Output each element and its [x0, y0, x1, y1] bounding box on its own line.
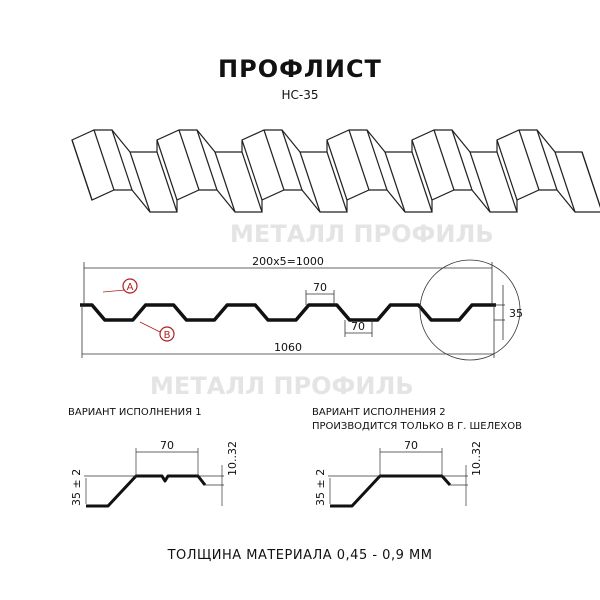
pitch-dim: 200x5=1000: [252, 255, 324, 268]
bottom-dim: 70: [351, 320, 365, 333]
sheet-fold-line: [156, 139, 178, 201]
sheet-fold-line: [178, 129, 200, 191]
v1-height-dim: 35 ± 2: [70, 469, 83, 506]
sheet-fold-line: [241, 139, 263, 201]
sheet-fold-line: [469, 151, 491, 213]
watermark: МЕТАЛЛ ПРОФИЛЬ: [230, 220, 494, 248]
sheet-fold-line: [348, 129, 370, 191]
model-label: НС-35: [281, 88, 319, 102]
sheet-fold-line: [241, 151, 263, 213]
sheet-fold-line: [384, 151, 406, 213]
detail-circle: [419, 259, 521, 361]
v2-width-dim: 70: [404, 439, 418, 452]
page-title: ПРОФЛИСТ: [218, 55, 382, 83]
sheet-fold-line: [554, 151, 576, 213]
marker-b-label: B: [164, 330, 171, 341]
marker-a: [122, 278, 138, 294]
height-dim: 35: [509, 307, 523, 320]
sheet-fold-line: [281, 129, 303, 191]
sheet-fold-line: [299, 151, 321, 213]
sheet-fold-line: [196, 129, 218, 191]
sheet-fold-line: [518, 129, 540, 191]
variant2-profile: [330, 474, 452, 508]
v2-edge-dim: 10..32: [470, 441, 483, 476]
sheet-illustration: [71, 129, 600, 213]
sheet-fold-line: [263, 129, 285, 191]
sheet-fold-line: [496, 139, 518, 201]
marker-a-label: A: [127, 282, 134, 293]
thickness-label: ТОЛЩИНА МАТЕРИАЛА 0,45 - 0,9 ММ: [167, 548, 433, 563]
sheet-fold-line: [111, 129, 133, 191]
variant1-label: ВАРИАНТ ИСПОЛНЕНИЯ 1: [68, 407, 202, 418]
sheet-fold-line: [451, 129, 473, 191]
variant1-profile: [86, 474, 207, 508]
top-dim: 70: [313, 281, 327, 294]
sheet-fold-line: [411, 151, 433, 213]
sheet-fold-line: [214, 151, 236, 213]
sheet-fold-line: [71, 139, 93, 201]
sheet-fold-line: [581, 151, 600, 208]
v1-edge-dim: 10..32: [226, 441, 239, 476]
sheet-fold-line: [366, 129, 388, 191]
v1-width-dim: 70: [160, 439, 174, 452]
variant2-label: ВАРИАНТ ИСПОЛНЕНИЯ 2: [312, 407, 446, 418]
variant2-note: ПРОИЗВОДИТСЯ ТОЛЬКО В Г. ШЕЛЕХОВ: [312, 421, 522, 432]
sheet-outline: [71, 129, 600, 213]
sheet-fold-line: [433, 129, 455, 191]
watermark: МЕТАЛЛ ПРОФИЛЬ: [150, 372, 414, 400]
sheet-fold-line: [411, 139, 433, 201]
sheet-fold-line: [129, 151, 151, 213]
marker-b: [159, 326, 175, 342]
width-dim: 1060: [274, 341, 302, 354]
sheet-fold-line: [536, 129, 558, 191]
sheet-fold-line: [496, 151, 518, 213]
sheet-fold-line: [93, 129, 115, 191]
sheet-fold-line: [326, 151, 348, 213]
sheet-fold-line: [326, 139, 348, 201]
sheet-fold-line: [156, 151, 178, 213]
v2-height-dim: 35 ± 2: [314, 469, 327, 506]
profile-line: [80, 303, 496, 322]
